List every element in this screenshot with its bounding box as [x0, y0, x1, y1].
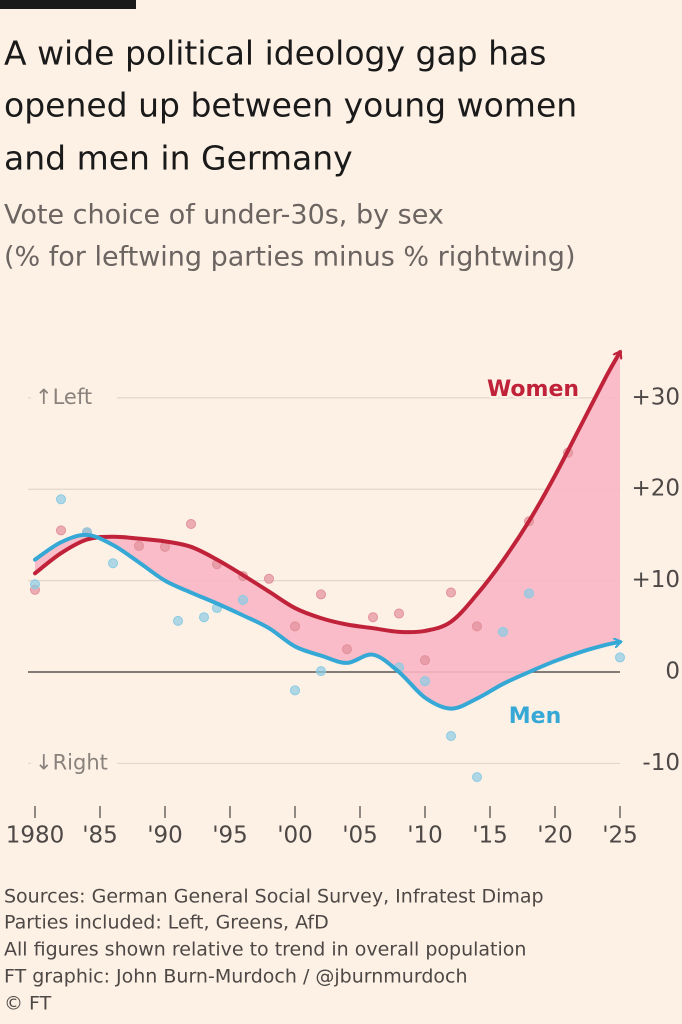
note: Parties included: Left, Greens, AfD	[4, 912, 329, 934]
scatter-point	[56, 525, 66, 536]
scatter-point	[446, 731, 456, 742]
annotation-bg	[31, 384, 117, 411]
x-tick-label: '15	[472, 823, 508, 849]
title-line: A wide political ideology gap has	[4, 34, 546, 73]
y-tick-label: +20	[631, 476, 680, 502]
scatter-point	[316, 666, 326, 677]
scatter-point	[316, 589, 326, 600]
plot: -10 0 +10 +20 +30 1980 '85 '90 '95 '00 '05 '10 '15 '2…	[6, 352, 680, 849]
x-tick-label: '20	[537, 823, 573, 849]
trend-line	[33, 352, 620, 635]
scatter-point	[420, 676, 430, 687]
note: © FT	[4, 993, 52, 1015]
y-tick-label: 0	[665, 659, 680, 685]
scatter-point	[472, 772, 482, 783]
series-label: Men	[509, 704, 561, 729]
note: FT graphic: John Burn-Murdoch / @jburnmu…	[4, 966, 468, 988]
y-tick-label: +30	[631, 384, 680, 410]
x-tick-label: '85	[82, 823, 118, 849]
trend-line	[33, 532, 620, 711]
y-tick-label: +10	[631, 567, 680, 593]
scatter-point	[134, 540, 144, 551]
scatter-point	[264, 573, 274, 584]
subtitle-line: Vote choice of under-30s, by sex	[4, 200, 444, 231]
scatter-point	[342, 644, 352, 655]
note: Sources: German General Social Survey, I…	[4, 886, 544, 908]
x-tick-label: '95	[212, 823, 248, 849]
subtitle-line: (% for leftwing parties minus % rightwin…	[4, 242, 575, 273]
scatter-point	[290, 621, 300, 632]
scatter-point	[108, 558, 118, 569]
scatter-point	[56, 494, 66, 505]
gap-area	[35, 352, 620, 709]
x-tick-label: '25	[602, 823, 638, 849]
series-label: Women	[487, 377, 579, 402]
x-tick-label: '05	[342, 823, 378, 849]
scatter-point	[498, 626, 508, 637]
scatter-point	[615, 652, 625, 663]
scatter-point	[446, 587, 456, 598]
x-tick-label: '90	[147, 823, 183, 849]
scatter-point	[186, 518, 196, 529]
scatter-point	[238, 594, 248, 605]
axis-annotation: ↑Left	[35, 385, 92, 409]
annotation-bg	[31, 750, 117, 777]
title-line: and men in Germany	[4, 139, 353, 178]
axis-annotation: ↓Right	[35, 750, 108, 774]
scatter-point	[472, 621, 482, 632]
title-line: opened up between young women	[4, 86, 577, 125]
y-tick-label: -10	[642, 750, 680, 776]
note: All figures shown relative to trend in o…	[4, 939, 526, 961]
scatter-point	[394, 608, 404, 619]
x-tick-label: '10	[407, 823, 443, 849]
scatter-point	[420, 655, 430, 666]
scatter-point	[524, 588, 534, 599]
scatter-point	[199, 612, 209, 623]
scatter-point	[368, 612, 378, 623]
scatter-point	[173, 615, 183, 626]
brand-bar	[0, 0, 136, 9]
x-tick-label: 1980	[6, 823, 65, 849]
scatter-point	[30, 579, 40, 590]
x-tick-label: '00	[277, 823, 313, 849]
scatter-point	[290, 685, 300, 696]
